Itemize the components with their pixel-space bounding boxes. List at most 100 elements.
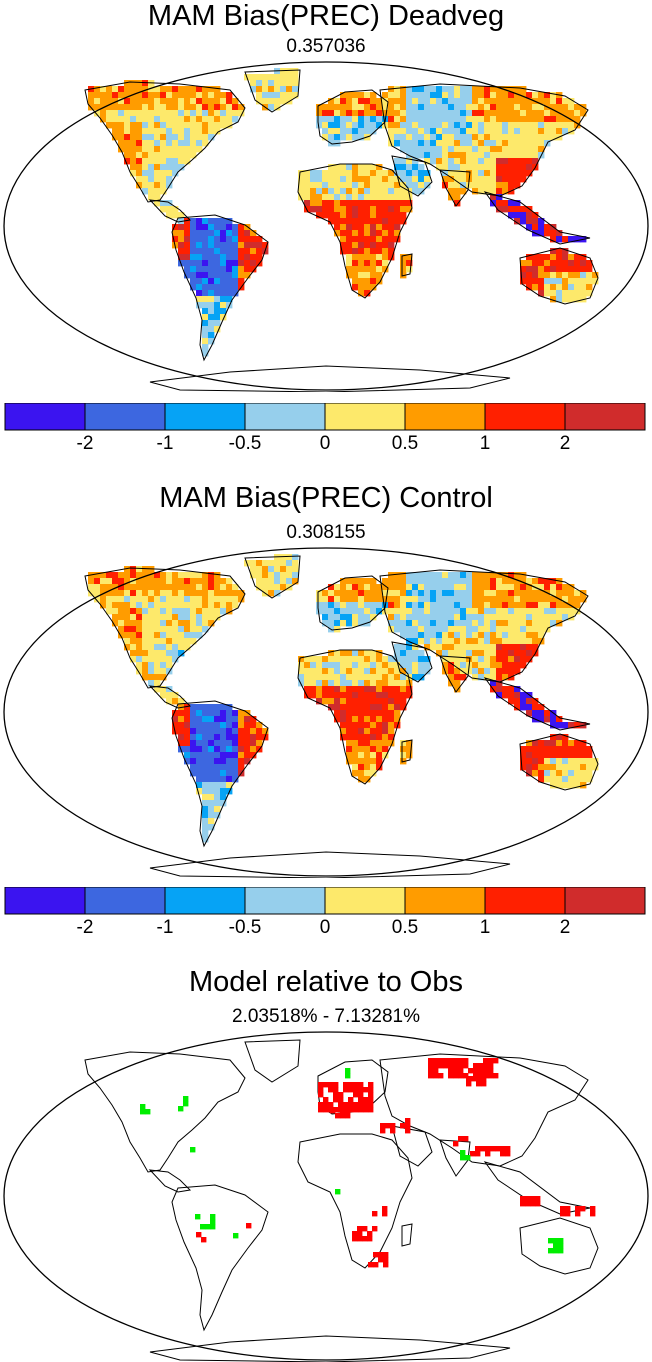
diff-cell-positive xyxy=(372,1226,378,1232)
bias-cell xyxy=(94,104,101,111)
bias-cell xyxy=(514,122,521,129)
bias-cell xyxy=(304,692,311,699)
bias-cell xyxy=(196,230,203,237)
bias-cell xyxy=(424,632,431,639)
bias-cell xyxy=(454,128,461,135)
bias-cell xyxy=(484,188,491,195)
bias-cell xyxy=(208,614,215,621)
bias-cell xyxy=(202,242,209,249)
bias-cell xyxy=(472,92,479,99)
bias-cell xyxy=(334,98,341,105)
diff-cell-positive xyxy=(480,1146,486,1152)
bias-cell xyxy=(208,782,215,789)
bias-cell xyxy=(304,656,311,663)
bias-cell xyxy=(154,638,161,645)
bias-cell xyxy=(262,584,269,591)
bias-cell xyxy=(400,206,407,213)
bias-cell xyxy=(340,650,347,657)
bias-cell xyxy=(190,716,197,723)
bias-cell xyxy=(184,224,191,231)
bias-cell xyxy=(364,776,371,783)
bias-cell xyxy=(154,626,161,633)
bias-cell xyxy=(520,590,527,597)
bias-cell xyxy=(88,578,95,585)
bias-cell xyxy=(496,194,503,201)
diff-cell-positive xyxy=(493,1073,499,1079)
bias-cell xyxy=(358,128,365,135)
bias-cell xyxy=(364,230,371,237)
bias-cell xyxy=(472,140,479,147)
bias-cell xyxy=(454,638,461,645)
bias-cell xyxy=(136,566,143,573)
colorbar-tick-label: -0.5 xyxy=(228,917,262,938)
bias-cell xyxy=(514,110,521,117)
bias-cell xyxy=(106,110,113,117)
bias-cell xyxy=(154,86,161,93)
bias-cell xyxy=(502,674,509,681)
bias-cell xyxy=(196,260,203,267)
bias-cell xyxy=(508,104,515,111)
bias-cell xyxy=(346,578,353,585)
bias-cell xyxy=(238,104,245,111)
bias-cell xyxy=(316,200,323,207)
bias-cell xyxy=(430,86,437,93)
bias-cell xyxy=(358,104,365,111)
bias-cell xyxy=(232,98,239,105)
bias-cell xyxy=(124,638,131,645)
bias-cell xyxy=(340,734,347,741)
bias-cell xyxy=(370,218,377,225)
bias-cell xyxy=(412,170,419,177)
bias-cell xyxy=(466,110,473,117)
bias-cell xyxy=(202,752,209,759)
bias-cell xyxy=(100,602,107,609)
bias-cell xyxy=(490,644,497,651)
bias-cell xyxy=(256,242,263,249)
bias-cell xyxy=(142,578,149,585)
bias-cell xyxy=(400,92,407,99)
bias-cell xyxy=(430,626,437,633)
bias-cell xyxy=(178,86,185,93)
bias-cell xyxy=(106,98,113,105)
bias-cell xyxy=(310,686,317,693)
bias-cell xyxy=(148,122,155,129)
bias-cell xyxy=(148,656,155,663)
bias-cell xyxy=(484,182,491,189)
bias-cell xyxy=(190,284,197,291)
bias-cell xyxy=(178,584,185,591)
bias-cell xyxy=(502,110,509,117)
diff-cell-positive xyxy=(500,1146,506,1152)
bias-cell xyxy=(574,104,581,111)
bias-cell xyxy=(238,596,245,603)
bias-cell xyxy=(280,572,287,579)
bias-cell xyxy=(466,668,473,675)
bias-cell xyxy=(226,740,233,747)
bias-cell xyxy=(376,242,383,249)
bias-cell xyxy=(184,128,191,135)
bias-cell xyxy=(364,176,371,183)
bias-cell xyxy=(292,74,299,81)
coastline-greenland xyxy=(244,555,301,599)
bias-cell xyxy=(124,572,131,579)
bias-cell xyxy=(94,572,101,579)
bias-cell xyxy=(442,92,449,99)
bias-cell xyxy=(484,110,491,117)
bias-cell xyxy=(394,218,401,225)
bias-cell xyxy=(484,608,491,615)
bias-cell xyxy=(184,104,191,111)
bias-cell xyxy=(580,266,587,273)
bias-cell xyxy=(136,608,143,615)
bias-cell xyxy=(448,668,455,675)
bias-cell xyxy=(334,104,341,111)
bias-cell xyxy=(316,212,323,219)
bias-cell xyxy=(202,740,209,747)
bias-cell xyxy=(334,584,341,591)
bias-cell xyxy=(370,194,377,201)
bias-cell xyxy=(160,584,167,591)
bias-cell xyxy=(400,686,407,693)
bias-cell xyxy=(454,674,461,681)
bias-cell xyxy=(382,680,389,687)
bias-cell xyxy=(370,602,377,609)
bias-cell xyxy=(322,590,329,597)
bias-cell xyxy=(124,98,131,105)
bias-cell xyxy=(196,254,203,261)
